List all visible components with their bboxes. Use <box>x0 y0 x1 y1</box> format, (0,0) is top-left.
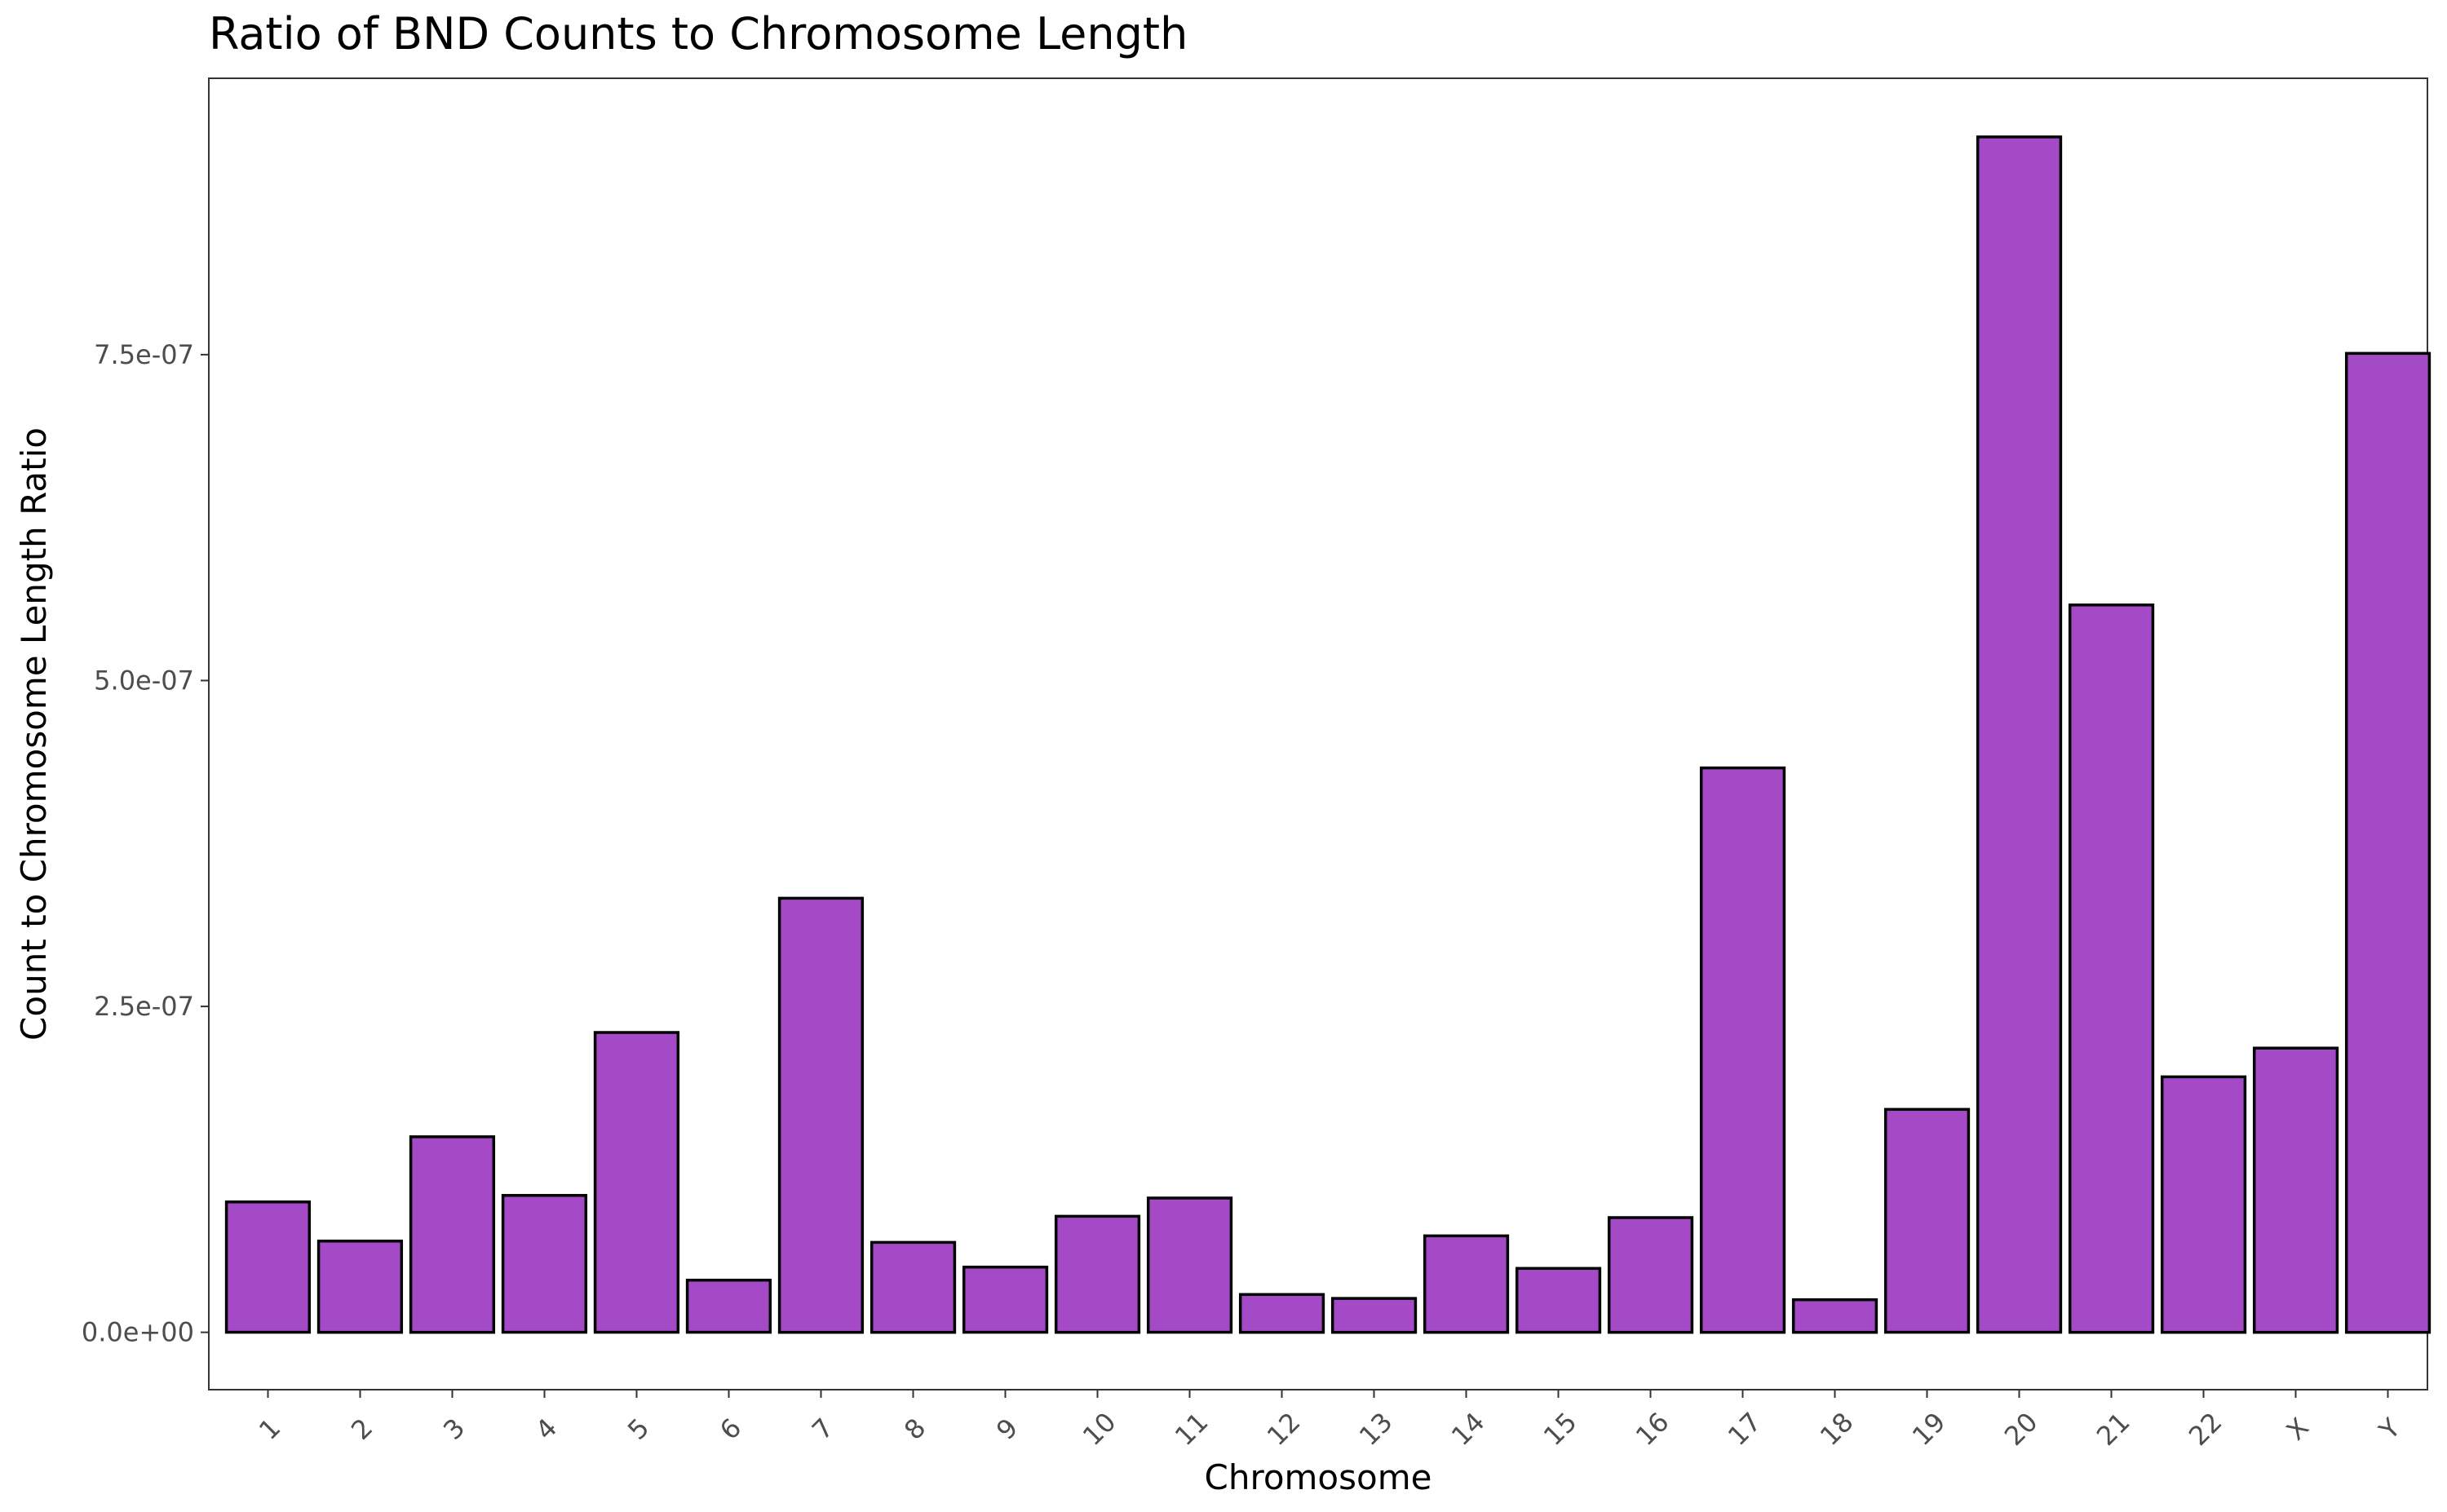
bar-chr-16 <box>1607 1216 1694 1334</box>
x-axis-title: Chromosome <box>1205 1457 1432 1497</box>
bar-chr-1 <box>224 1200 312 1334</box>
x-tick-label: 9 <box>990 1413 1024 1446</box>
x-tick-label: Y <box>2373 1413 2407 1447</box>
bar-chr-22 <box>2160 1075 2247 1334</box>
y-tick-label: 5.0e-07 <box>94 665 194 696</box>
y-tick-label: 2.5e-07 <box>94 991 194 1022</box>
bar-chr-18 <box>1791 1298 1878 1334</box>
x-tick-label: 1 <box>253 1413 286 1446</box>
x-tick-label: 5 <box>622 1413 655 1446</box>
bar-chr-11 <box>1146 1196 1233 1334</box>
x-axis: 1 2 3 4 5 6 7 8 9 10 11 12 13 14 15 16 17 18 19 20 21 22 X Y <box>253 1390 2406 1452</box>
x-tick-label: 11 <box>1169 1406 1215 1452</box>
x-tick-label: 4 <box>529 1413 563 1446</box>
bar-chr-6 <box>685 1278 772 1334</box>
bar-chr-Y <box>2344 351 2432 1334</box>
bar-chr-2 <box>316 1240 404 1334</box>
x-tick-label: 16 <box>1630 1406 1675 1452</box>
bar-chr-15 <box>1515 1267 1602 1334</box>
bar-chr-12 <box>1238 1293 1325 1334</box>
x-tick-label: 8 <box>898 1413 931 1446</box>
chart-title: Ratio of BND Counts to Chromosome Length <box>209 8 1188 60</box>
y-tick-label: 7.5e-07 <box>94 339 194 370</box>
bar-chr-10 <box>1054 1214 1141 1334</box>
bar-chr-9 <box>962 1265 1049 1334</box>
x-tick-label: 19 <box>1906 1406 1952 1452</box>
x-tick-label: 14 <box>1445 1406 1491 1452</box>
bar-chr-13 <box>1330 1297 1418 1334</box>
x-tick-label: 15 <box>1538 1406 1583 1452</box>
x-tick-label: 2 <box>345 1413 378 1446</box>
x-tick-label: 10 <box>1077 1406 1122 1452</box>
bar-chr-4 <box>501 1194 588 1334</box>
x-tick-label: 17 <box>1722 1406 1768 1452</box>
x-tick-label: 20 <box>1998 1406 2044 1452</box>
x-tick-label: 12 <box>1261 1406 1307 1452</box>
y-tick-label: 0.0e+00 <box>82 1317 194 1348</box>
bars-group <box>224 135 2432 1334</box>
bar-chr-17 <box>1699 766 1786 1334</box>
bar-chr-14 <box>1423 1234 1510 1334</box>
bar-chr-19 <box>1883 1107 1971 1334</box>
x-tick-label: 7 <box>806 1413 839 1446</box>
bar-chr-5 <box>593 1031 680 1334</box>
x-tick-label: 13 <box>1353 1406 1399 1452</box>
y-axis: 0.0e+00 2.5e-07 5.0e-07 7.5e-07 <box>82 339 209 1348</box>
bar-chr-3 <box>409 1135 496 1334</box>
bar-chr-7 <box>777 896 865 1334</box>
bar-chr-21 <box>2068 603 2155 1334</box>
x-tick-label: 3 <box>437 1413 471 1446</box>
x-tick-label: 6 <box>714 1413 747 1446</box>
x-tick-label: X <box>2281 1412 2315 1446</box>
y-axis-title: Count to Chromosome Length Ratio <box>14 427 54 1041</box>
x-tick-label: 22 <box>2183 1406 2228 1452</box>
bar-chr-8 <box>870 1240 957 1334</box>
x-tick-label: 18 <box>1814 1406 1860 1452</box>
x-tick-label: 21 <box>2091 1406 2136 1452</box>
bar-chr-X <box>2252 1046 2339 1334</box>
bar-chr-20 <box>1976 135 2063 1334</box>
